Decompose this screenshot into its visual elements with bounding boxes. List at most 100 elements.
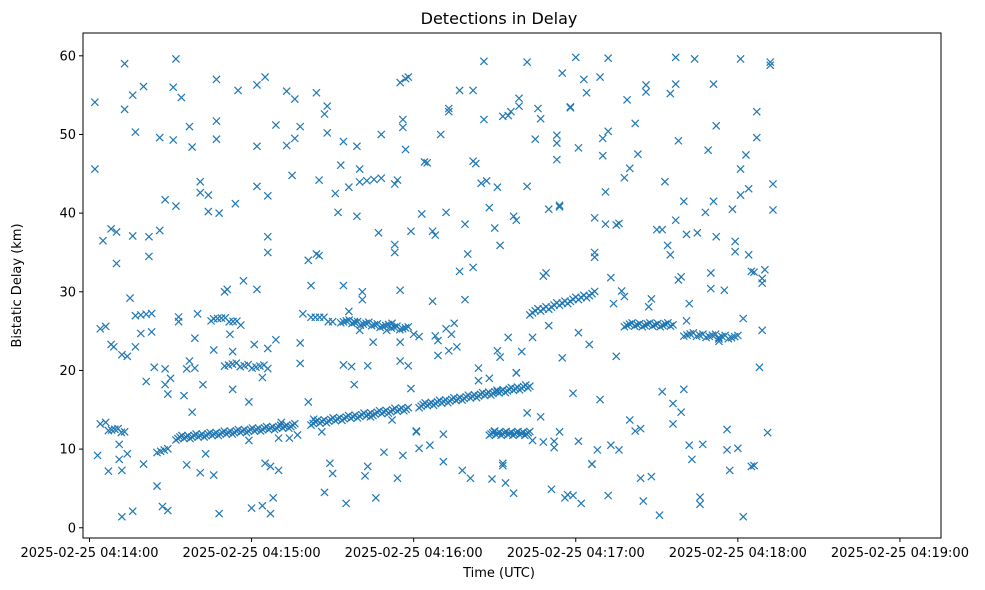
detection-marker bbox=[625, 415, 634, 425]
detection-marker bbox=[663, 241, 672, 250]
detection-marker bbox=[328, 469, 337, 478]
axis-ticks: 2025-02-25 04:14:00 2025-02-25 04:15:00 20… bbox=[20, 49, 969, 561]
detection-marker bbox=[296, 359, 305, 368]
detection-marker bbox=[379, 448, 388, 457]
detection-marker bbox=[428, 297, 437, 306]
detection-marker bbox=[696, 500, 705, 509]
detection-marker bbox=[244, 397, 253, 406]
detection-marker bbox=[528, 436, 537, 445]
detection-marker bbox=[142, 377, 151, 386]
detection-marker bbox=[452, 342, 461, 351]
detection-marker bbox=[644, 302, 653, 311]
detection-marker bbox=[620, 292, 629, 301]
detection-marker bbox=[455, 267, 464, 276]
detection-marker bbox=[582, 88, 591, 97]
detection-marker bbox=[444, 346, 453, 355]
detection-marker bbox=[315, 251, 324, 260]
detection-marker bbox=[371, 493, 380, 502]
detection-marker bbox=[574, 437, 583, 446]
detection-marker bbox=[512, 216, 521, 225]
detection-marker bbox=[442, 208, 451, 217]
detection-marker bbox=[555, 202, 564, 211]
detection-marker bbox=[323, 102, 332, 111]
detection-marker bbox=[647, 294, 656, 303]
detection-marker bbox=[347, 362, 356, 371]
detection-marker bbox=[747, 267, 756, 276]
detection-marker bbox=[431, 331, 440, 340]
detection-marker bbox=[658, 225, 667, 234]
x-tick-label: 2025-02-25 04:15:00 bbox=[183, 546, 321, 561]
detection-marker bbox=[155, 226, 164, 235]
detection-marker bbox=[209, 471, 218, 480]
detection-marker bbox=[409, 330, 418, 339]
detection-marker bbox=[266, 509, 275, 518]
x-tick-label: 2025-02-25 04:16:00 bbox=[345, 546, 483, 561]
detection-marker bbox=[598, 151, 607, 160]
detection-marker bbox=[709, 80, 718, 89]
detection-marker bbox=[158, 502, 167, 511]
detection-marker bbox=[687, 455, 696, 464]
detection-marker bbox=[668, 399, 678, 408]
detection-marker bbox=[361, 471, 370, 480]
detection-marker bbox=[485, 374, 494, 383]
detection-marker bbox=[739, 314, 748, 323]
detection-marker bbox=[512, 368, 521, 377]
detection-marker bbox=[117, 466, 126, 475]
detection-marker bbox=[460, 220, 470, 229]
detection-marker bbox=[98, 236, 108, 245]
detection-marker bbox=[282, 141, 291, 150]
detection-marker bbox=[263, 344, 272, 353]
detection-marker bbox=[439, 457, 448, 466]
detection-marker bbox=[633, 320, 642, 329]
detection-marker bbox=[358, 295, 367, 304]
detection-marker bbox=[306, 281, 316, 290]
detection-marker bbox=[263, 248, 272, 257]
detection-marker bbox=[107, 224, 116, 233]
y-tick-label: 10 bbox=[59, 443, 76, 458]
x-tick-label: 2025-02-25 04:17:00 bbox=[507, 546, 645, 561]
detection-marker bbox=[593, 445, 602, 454]
detection-marker bbox=[252, 285, 262, 294]
detection-marker bbox=[363, 462, 372, 471]
detection-marker bbox=[685, 299, 694, 308]
detection-marker bbox=[752, 107, 761, 116]
detection-marker bbox=[110, 425, 119, 434]
detection-marker bbox=[161, 195, 170, 204]
detection-marker bbox=[651, 320, 660, 329]
detection-marker bbox=[401, 145, 410, 154]
detection-marker bbox=[723, 425, 732, 434]
detection-marker bbox=[325, 459, 334, 468]
detection-marker bbox=[347, 319, 357, 328]
detection-marker bbox=[744, 250, 753, 259]
detection-marker bbox=[396, 338, 405, 347]
detection-marker bbox=[736, 165, 745, 174]
detection-marker bbox=[196, 177, 205, 186]
detection-marker bbox=[258, 501, 267, 510]
detection-marker bbox=[758, 274, 767, 283]
detection-marker bbox=[352, 212, 361, 221]
detection-marker bbox=[271, 121, 280, 130]
detection-marker bbox=[358, 287, 367, 296]
detection-marker bbox=[182, 460, 191, 469]
detection-marker bbox=[377, 174, 386, 183]
detection-marker bbox=[474, 364, 483, 373]
detection-marker bbox=[412, 426, 421, 436]
detection-marker bbox=[201, 449, 210, 458]
detection-marker bbox=[731, 237, 740, 246]
detection-marker bbox=[455, 86, 464, 95]
detection-marker bbox=[643, 320, 652, 329]
detection-marker bbox=[620, 173, 629, 182]
detection-marker bbox=[147, 309, 156, 318]
detection-marker bbox=[587, 460, 596, 469]
detection-marker bbox=[367, 321, 376, 330]
detection-marker bbox=[117, 512, 126, 521]
detection-marker bbox=[685, 441, 694, 450]
detection-marker bbox=[339, 360, 348, 369]
detection-marker bbox=[604, 491, 613, 500]
detection-marker bbox=[656, 322, 665, 331]
detection-marker bbox=[244, 436, 253, 445]
detection-marker bbox=[185, 356, 194, 366]
detection-marker bbox=[190, 364, 199, 373]
detection-marker bbox=[163, 444, 172, 453]
